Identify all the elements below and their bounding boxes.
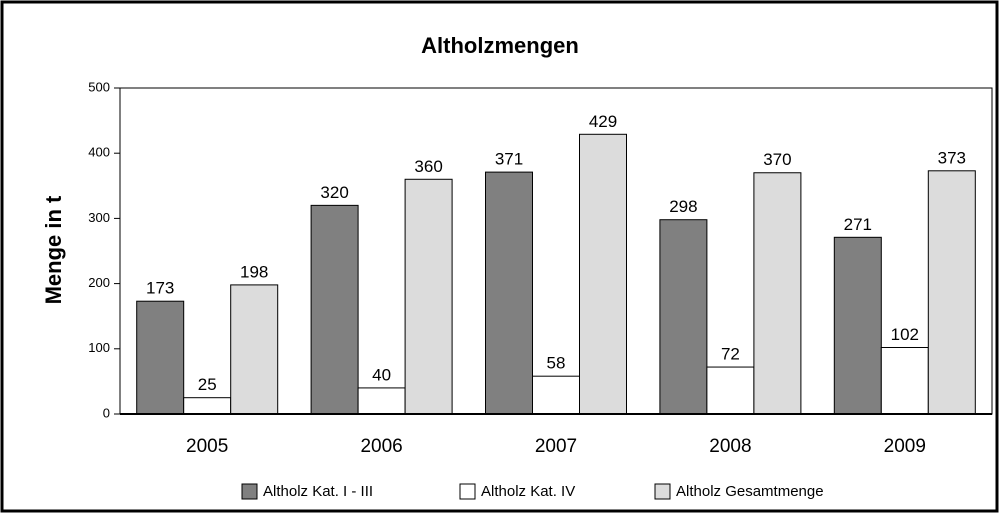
y-tick-label: 300 [88,210,110,225]
data-label: 298 [669,197,697,216]
x-tick-label: 2007 [535,436,577,457]
legend-label: Altholz Kat. I - III [263,483,373,500]
data-label: 370 [763,150,791,169]
y-tick-label: 500 [88,79,110,94]
bar [927,170,976,415]
y-tick-label: 200 [88,275,110,290]
bar [579,133,627,415]
y-axis-label: Menge in t [41,195,66,304]
bar [136,300,185,415]
bar [310,204,359,415]
data-label: 198 [240,262,268,281]
data-label: 320 [320,183,348,202]
data-label: 429 [589,112,617,131]
bar [230,284,279,415]
data-label: 102 [891,325,919,344]
data-label: 360 [414,157,442,176]
bar [706,366,755,415]
legend-label: Altholz Gesamtmenge [676,483,824,500]
data-label: 25 [198,375,217,394]
bar [833,236,882,415]
x-tick-label: 2009 [884,436,926,457]
x-tick-label: 2005 [186,436,228,457]
legend-swatch [241,483,258,500]
bar [485,171,533,415]
legend-swatch [654,483,671,500]
legend-swatch [459,483,476,500]
bar [357,387,406,415]
bar [183,397,232,415]
data-label: 271 [844,215,872,234]
x-tick-label: 2008 [709,436,751,457]
data-label: 371 [495,150,523,169]
bar [753,172,802,415]
x-tick-label: 2006 [360,436,402,457]
y-tick-label: 0 [103,405,110,420]
bar [659,219,708,415]
y-tick-label: 400 [88,145,110,160]
bar [880,346,929,415]
data-label: 72 [721,345,740,364]
bar [404,178,453,415]
data-label: 40 [372,365,391,384]
data-label: 373 [938,148,966,167]
y-tick-label: 100 [88,340,110,355]
chart-title: Altholzmengen [421,33,579,58]
data-label: 173 [146,279,174,298]
data-label: 58 [547,354,566,373]
legend-label: Altholz Kat. IV [481,483,575,500]
bar [532,375,580,415]
